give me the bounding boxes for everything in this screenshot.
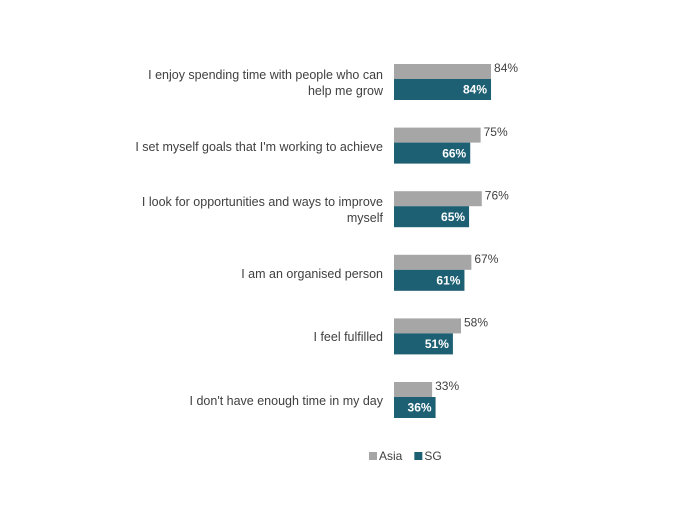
value-label: 76% xyxy=(485,188,509,202)
value-label: 51% xyxy=(425,337,449,351)
value-label: 58% xyxy=(464,316,488,330)
value-label: 66% xyxy=(442,146,466,160)
category-label: I don't have enough time in my day xyxy=(189,394,383,408)
category-label: I enjoy spending time with people who ca… xyxy=(148,68,383,98)
bar xyxy=(394,333,453,355)
value-label: 61% xyxy=(436,273,460,287)
value-label: 84% xyxy=(463,83,487,97)
legend-swatch xyxy=(369,452,377,460)
category-label: I set myself goals that I'm working to a… xyxy=(135,139,383,154)
legend-label: SG xyxy=(424,449,441,463)
value-label: 75% xyxy=(484,125,508,139)
bar xyxy=(394,127,481,143)
bar xyxy=(394,142,471,164)
bar xyxy=(394,397,436,418)
value-label: 65% xyxy=(441,210,465,224)
category-label: I am an organised person xyxy=(241,266,383,281)
bar xyxy=(394,64,492,79)
bar xyxy=(394,269,465,291)
bar xyxy=(394,318,461,334)
category-label: I feel fulfilled xyxy=(313,330,383,345)
bar xyxy=(394,79,492,100)
legend-swatch xyxy=(414,452,423,460)
value-label: 36% xyxy=(408,401,432,415)
legend-label: Asia xyxy=(379,449,403,463)
value-label: 67% xyxy=(474,252,498,266)
bar xyxy=(394,191,482,207)
bar xyxy=(394,382,433,397)
category-label: I look for opportunities and ways to imp… xyxy=(141,195,383,226)
value-label: 84% xyxy=(494,61,518,75)
bar xyxy=(394,254,472,270)
bar xyxy=(394,206,470,228)
value-label: 33% xyxy=(435,379,459,393)
